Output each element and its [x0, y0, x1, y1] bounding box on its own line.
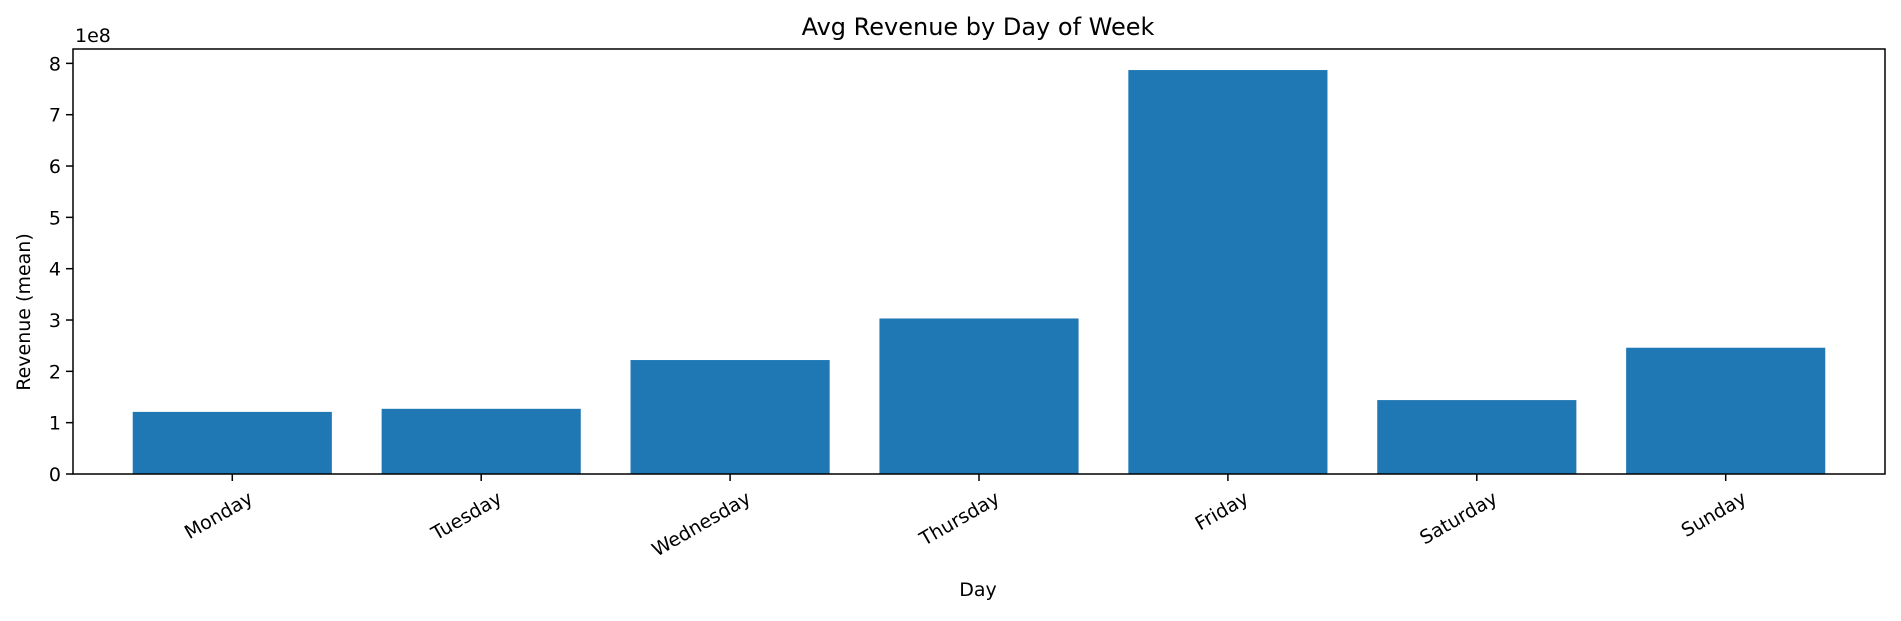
- bar-monday: [132, 411, 332, 474]
- y-tick-label: 2: [49, 361, 61, 383]
- y-tick-label: 6: [49, 156, 61, 178]
- y-tick-label: 8: [49, 53, 61, 75]
- bar-wednesday: [630, 360, 830, 474]
- y-axis-label: Revenue (mean): [13, 233, 35, 391]
- bar-saturday: [1377, 400, 1577, 474]
- plot-area-frame: [72, 48, 1886, 475]
- bar-friday: [1128, 70, 1328, 475]
- bar-sunday: [1626, 347, 1826, 474]
- bar-thursday: [879, 318, 1079, 474]
- y-axis-offset-label: 1e8: [75, 25, 111, 47]
- y-tick-label: 7: [49, 105, 61, 127]
- y-ticks-group: 0 1 2 3 4 5 6 7 8: [49, 53, 73, 486]
- chart-title: Avg Revenue by Day of Week: [802, 13, 1155, 41]
- y-tick-label: 1: [49, 413, 61, 435]
- x-axis-label: Day: [959, 579, 997, 601]
- bars-group: [132, 70, 1826, 475]
- y-tick-label: 4: [49, 259, 61, 281]
- bar-tuesday: [381, 408, 581, 474]
- y-tick-label: 0: [49, 464, 61, 486]
- y-tick-label: 5: [49, 207, 61, 229]
- y-tick-label: 3: [49, 310, 61, 332]
